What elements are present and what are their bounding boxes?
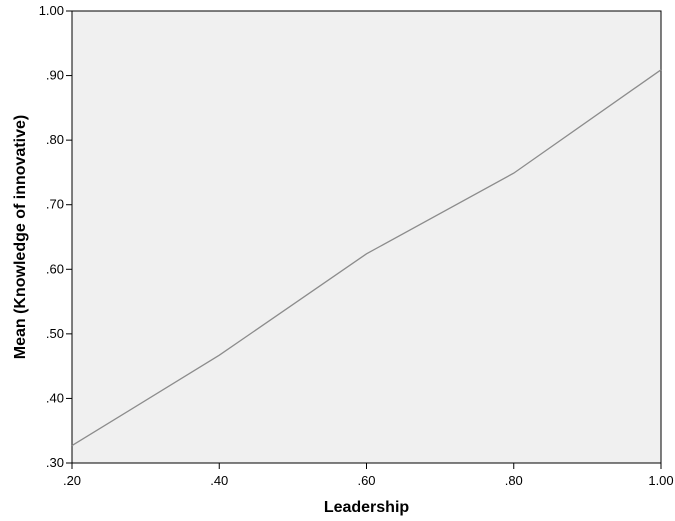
plot-area [71, 10, 662, 464]
x-tick-label: 1.00 [648, 473, 673, 488]
y-tick-label: .40 [46, 390, 64, 405]
x-axis-title: Leadership [324, 499, 410, 516]
x-tick-label: .20 [63, 473, 81, 488]
y-tick-label: .80 [46, 132, 64, 147]
y-tick-label: .90 [46, 68, 64, 83]
y-tick-label: .70 [46, 197, 64, 212]
x-tick-label: .80 [505, 473, 523, 488]
series-line [71, 69, 662, 447]
x-tick-label: .40 [210, 473, 228, 488]
x-tick-label: .60 [357, 473, 375, 488]
y-tick-label: .30 [46, 455, 64, 470]
y-tick-label: .50 [46, 326, 64, 341]
y-tick-label: 1.00 [39, 3, 64, 18]
x-axis-ticks: .20 .40 .60 .80 1.00 [63, 463, 674, 488]
y-axis-ticks: .30 .40 .50 .60 .70 .80 .90 1.00 [39, 3, 72, 470]
y-axis-title: Mean (Knowledge of innovative) [12, 115, 29, 359]
y-tick-label: .60 [46, 261, 64, 276]
